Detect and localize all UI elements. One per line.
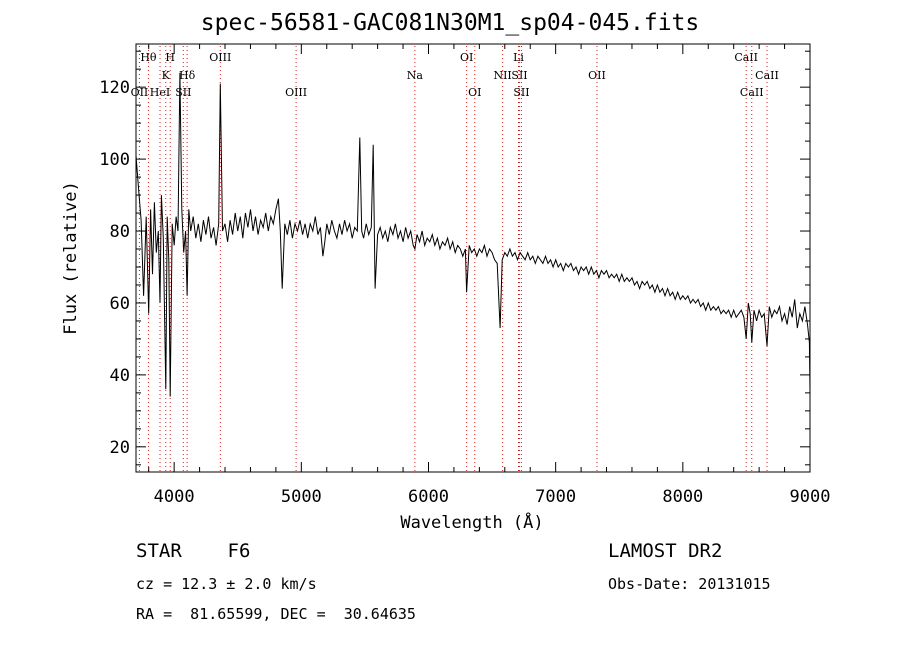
line-marker-label: K (162, 69, 171, 82)
y-tick-label: 80 (110, 222, 130, 242)
line-marker-label: SII (175, 86, 191, 99)
line-marker-label: SII (511, 69, 527, 82)
line-marker-label: OI (460, 51, 473, 64)
line-marker-label: CaII (755, 69, 779, 82)
y-axis-label: Flux (relative) (61, 181, 81, 335)
line-marker-label: Na (407, 69, 424, 82)
line-marker-label: OII (131, 86, 149, 99)
line-marker-label: Li (513, 51, 524, 64)
x-tick-label: 9000 (790, 487, 831, 507)
axis-ticks: 4000 5000 6000 7000 8000 9000 20 40 60 80 100 120 (99, 44, 830, 507)
survey-name: LAMOST DR2 (608, 540, 723, 562)
spectrum-series (135, 72, 811, 397)
line-marker-label: OII (588, 69, 606, 82)
x-axis-label: Wavelength (Å) (400, 511, 543, 533)
line-marker-label: NII (493, 69, 511, 82)
plot-frame (135, 43, 811, 473)
line-marker-label: SII (513, 86, 529, 99)
observation-date: Obs-Date: 20131015 (608, 575, 771, 593)
x-tick-label: 5000 (281, 487, 322, 507)
y-tick-label: 120 (99, 78, 130, 98)
object-class: STAR F6 (136, 540, 251, 562)
x-tick-label: 8000 (662, 487, 703, 507)
line-marker-label: OIII (285, 86, 307, 99)
y-tick-label: 60 (110, 294, 130, 314)
spectrum-line (135, 72, 811, 397)
chart-title: spec-56581-GAC081N30M1_sp04-045.fits (200, 10, 700, 36)
line-marker-label: Hδ (179, 69, 196, 82)
y-tick-label: 20 (110, 438, 130, 458)
redshift-value: cz = 12.3 ± 2.0 km/s (136, 575, 317, 593)
x-tick-label: 4000 (154, 487, 195, 507)
line-marker-label: H (165, 51, 175, 64)
line-marker-label: CaII (740, 86, 764, 99)
y-tick-label: 40 (110, 366, 130, 386)
x-tick-label: 6000 (408, 487, 449, 507)
line-marker-label: OIII (209, 51, 231, 64)
x-tick-label: 7000 (535, 487, 576, 507)
line-marker-label: OI (468, 86, 481, 99)
y-tick-label: 100 (99, 150, 130, 170)
line-marker-label: CaII (734, 51, 758, 64)
line-marker-label: Hθ (140, 51, 157, 64)
coordinates: RA = 81.65599, DEC = 30.64635 (136, 605, 416, 623)
line-marker-label: HeI (150, 86, 170, 99)
